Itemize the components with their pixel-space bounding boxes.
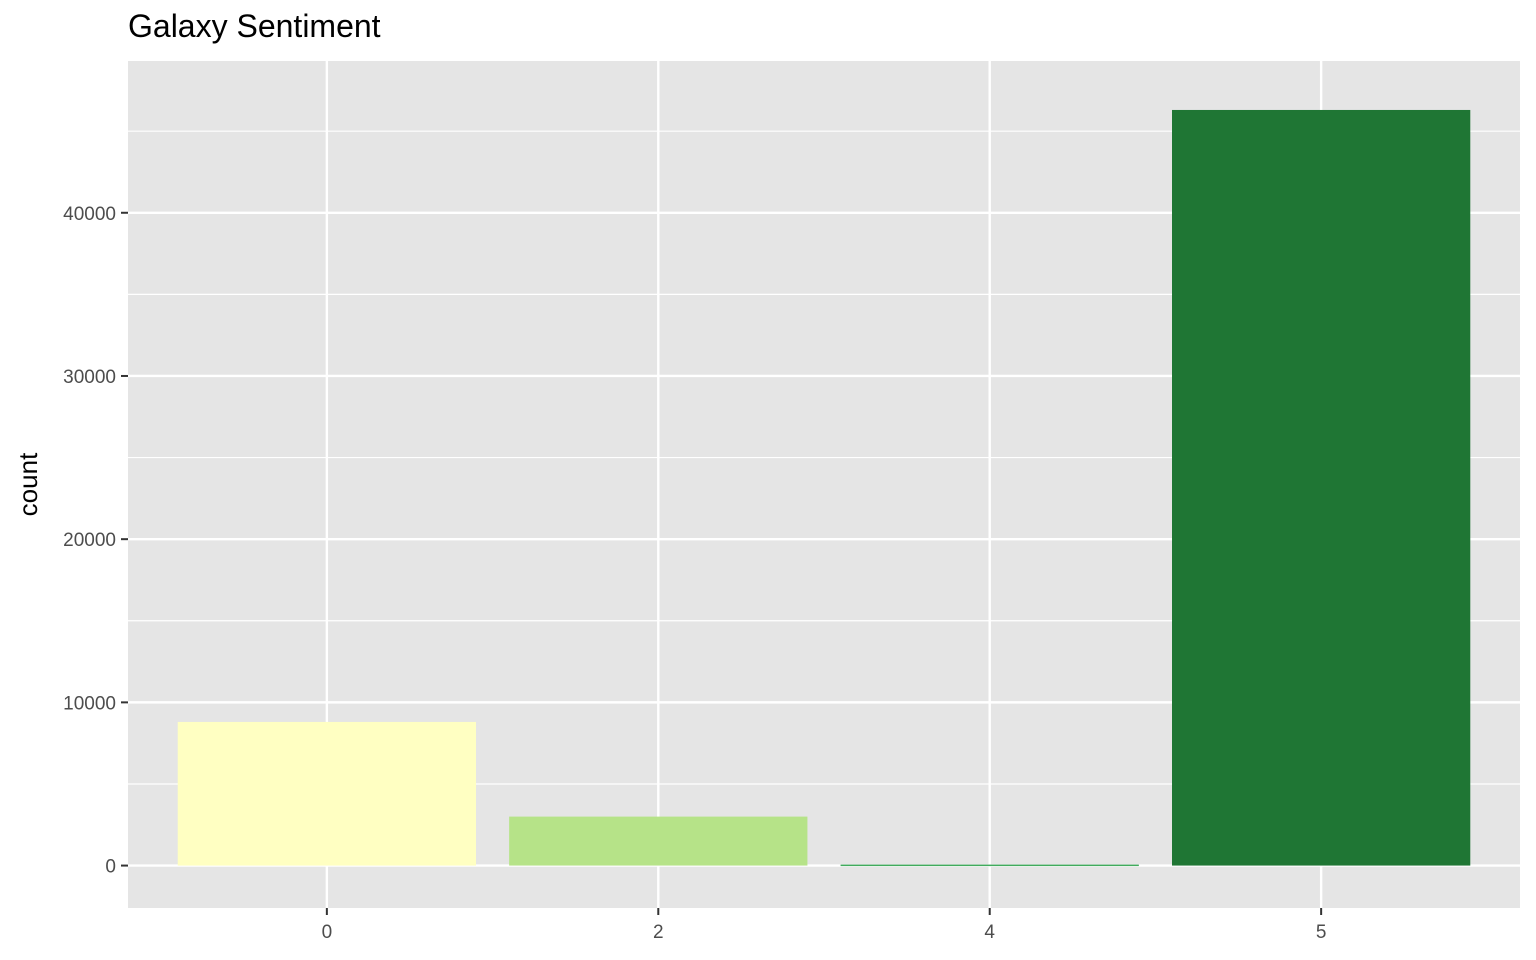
y-tick-label: 10000 <box>63 693 116 714</box>
chart-title: Galaxy Sentiment <box>128 8 381 44</box>
bar-2 <box>509 816 808 866</box>
y-tick-label: 20000 <box>63 530 116 551</box>
y-tick-label: 0 <box>105 857 116 878</box>
x-tick-label: 4 <box>984 922 995 943</box>
bar-5 <box>1172 109 1471 866</box>
x-tick-label: 2 <box>653 922 664 943</box>
x-axis: 0 2 4 5 <box>322 908 1327 943</box>
x-tick-label: 5 <box>1316 922 1327 943</box>
y-tick-label: 30000 <box>63 367 116 388</box>
bar-0 <box>177 721 476 866</box>
y-tick-label: 40000 <box>63 204 116 225</box>
bars <box>177 109 1471 867</box>
y-axis: 0 10000 20000 30000 40000 <box>63 204 128 878</box>
bar-4 <box>840 864 1139 867</box>
y-axis-title: count <box>13 452 43 516</box>
x-tick-label: 0 <box>322 922 333 943</box>
